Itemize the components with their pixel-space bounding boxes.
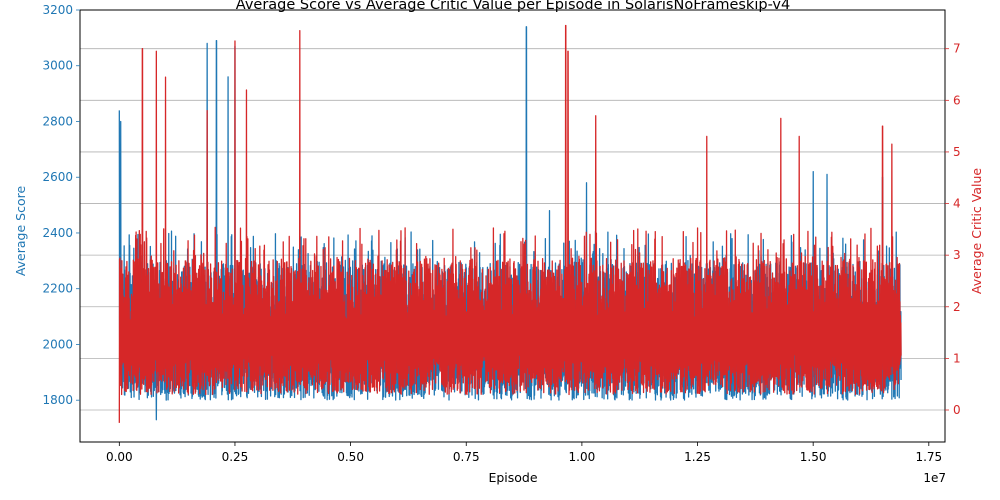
x-tick-label: 1.00	[569, 450, 596, 464]
right-tick-label: 0	[953, 403, 961, 417]
x-tick-label: 0.25	[222, 450, 249, 464]
left-tick-label: 2400	[42, 226, 73, 240]
left-axis-ticks: 1800 2000 2200 2400 2600 2800 3000 3200	[42, 3, 80, 407]
x-tick-label: 0.50	[337, 450, 364, 464]
left-tick-label: 2000	[42, 337, 73, 351]
left-tick-label: 3000	[42, 59, 73, 73]
average-critic-line	[118, 24, 902, 423]
x-axis-multiplier: 1e7	[923, 471, 946, 485]
right-tick-label: 1	[953, 351, 961, 365]
right-tick-label: 5	[953, 145, 961, 159]
chart-title: Average Score vs Average Critic Value pe…	[236, 0, 790, 13]
right-tick-label: 7	[953, 42, 961, 56]
x-axis-ticks: 0.00 0.25 0.50 0.75 1.00 1.25 1.50 1.75	[106, 442, 942, 464]
left-tick-label: 2600	[42, 170, 73, 184]
left-tick-label: 3200	[42, 3, 73, 17]
left-axis-label: Average Score	[13, 186, 28, 277]
x-tick-label: 0.00	[106, 450, 133, 464]
right-tick-label: 4	[953, 197, 961, 211]
left-tick-label: 2200	[42, 282, 73, 296]
right-axis-label: Average Critic Value	[969, 168, 984, 294]
right-tick-label: 3	[953, 248, 961, 262]
right-axis-ticks: 0 1 2 3 4 5 6 7	[945, 42, 961, 417]
x-tick-label: 1.25	[684, 450, 711, 464]
x-tick-label: 1.50	[800, 450, 827, 464]
left-tick-label: 1800	[42, 393, 73, 407]
average-critic-series	[118, 24, 902, 423]
right-tick-label: 6	[953, 93, 961, 107]
left-tick-label: 2800	[42, 114, 73, 128]
right-tick-label: 2	[953, 300, 961, 314]
x-tick-label: 1.75	[915, 450, 942, 464]
x-tick-label: 0.75	[453, 450, 480, 464]
x-axis-label: Episode	[488, 470, 537, 485]
plot-frame	[79, 9, 946, 443]
